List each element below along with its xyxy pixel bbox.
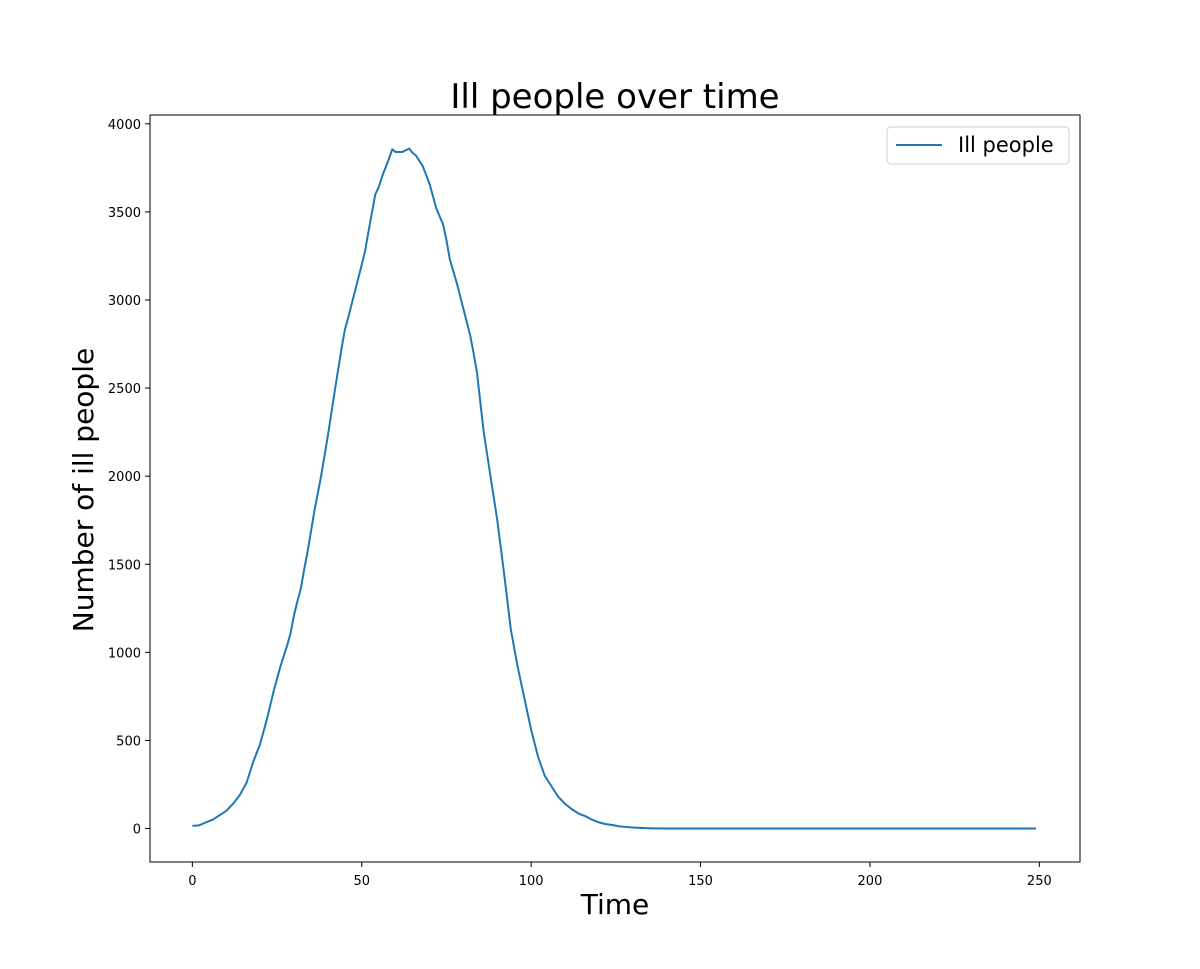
y-tick-label: 2500 <box>108 382 141 397</box>
y-axis-label: Number of ill people <box>67 348 100 632</box>
legend-label: Ill people <box>958 133 1054 157</box>
y-tick-label: 3000 <box>108 294 141 309</box>
x-tick-label: 250 <box>1027 874 1052 889</box>
x-tick-label: 200 <box>858 874 883 889</box>
plot-frame <box>149 114 1081 863</box>
legend: Ill people <box>886 126 1070 165</box>
plot-area <box>192 147 1036 830</box>
y-tick-label: 2000 <box>108 470 141 485</box>
chart-title: Ill people over time <box>450 77 779 117</box>
y-tick-label: 1000 <box>108 646 141 661</box>
x-tick-label: 150 <box>688 874 713 889</box>
series-line-0 <box>192 147 1036 830</box>
x-tick-label: 0 <box>188 874 196 889</box>
legend-box <box>886 126 1070 165</box>
y-tick-label: 4000 <box>108 118 141 133</box>
y-tick-label: 3500 <box>108 206 141 221</box>
y-tick-label: 500 <box>116 734 141 749</box>
axes: 0 50 100 150 200 2500500100015002000250030003… <box>108 114 1081 889</box>
y-tick-label: 1500 <box>108 558 141 573</box>
y-tick-label: 0 <box>133 823 141 838</box>
x-tick-label: 100 <box>519 874 544 889</box>
x-axis-label: Time <box>580 888 650 921</box>
x-tick-label: 50 <box>353 874 370 889</box>
